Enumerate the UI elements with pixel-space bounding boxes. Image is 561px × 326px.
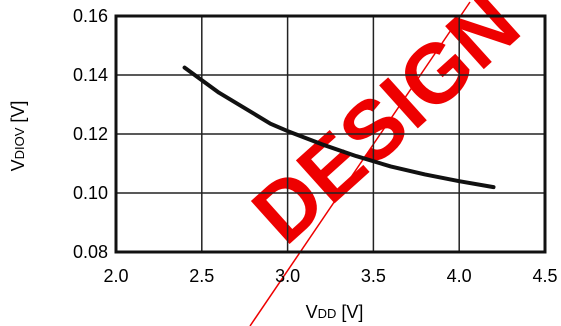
x-axis-label-unit: [V]	[336, 302, 363, 322]
watermark-diagonal-line	[249, 1, 471, 326]
y-axis-label-sub: DIOV	[12, 127, 27, 159]
series-layer	[182, 65, 496, 190]
grid	[116, 16, 545, 252]
x-axis-label: VDD [V]	[306, 302, 364, 322]
x-tick-label: 2.0	[103, 266, 128, 286]
y-tick-label: 0.12	[73, 124, 108, 144]
y-axis-label: VDIOV [V]	[8, 101, 28, 172]
y-tick-label: 0.10	[73, 183, 108, 203]
x-tick-label: 3.0	[275, 266, 300, 286]
x-tick-label: 3.5	[361, 266, 386, 286]
x-tick-label: 4.5	[532, 266, 557, 286]
series-line	[182, 65, 496, 190]
y-tick-label: 0.14	[73, 65, 108, 85]
y-tick-label: 0.16	[73, 6, 108, 26]
y-axis-label-main: V	[8, 159, 28, 171]
y-tick-label: 0.08	[73, 242, 108, 262]
plot-frame	[114, 14, 547, 254]
x-tick-label: 4.0	[447, 266, 472, 286]
x-tick-label: 2.5	[189, 266, 214, 286]
y-axis-label-unit: [V]	[8, 101, 28, 128]
watermark-text: DESIGN	[234, 0, 536, 261]
y-tick-labels: 0.08 0.10 0.12 0.14 0.16	[73, 6, 108, 262]
x-axis-label-sub: DD	[318, 306, 337, 321]
x-tick-labels: 2.0 2.5 3.0 3.5 4.0 4.5	[103, 266, 557, 286]
x-axis-label-main: V	[306, 302, 318, 322]
